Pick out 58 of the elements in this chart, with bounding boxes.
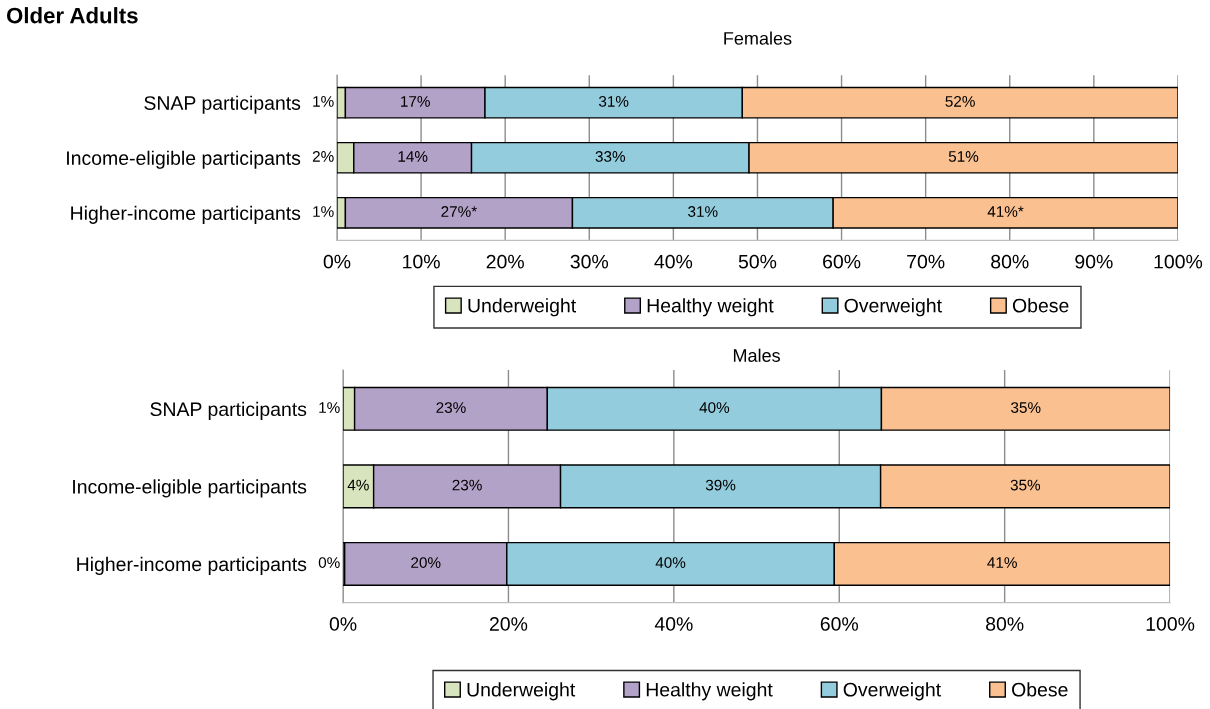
data-label: 52% bbox=[945, 95, 975, 107]
data-label: 17% bbox=[401, 96, 430, 107]
data-label: 40% bbox=[655, 557, 686, 568]
x-tick-label: 90% bbox=[1075, 254, 1113, 269]
x-tick-label: 20% bbox=[489, 617, 528, 631]
data-label: 23% bbox=[436, 402, 466, 413]
legend-label: Obese bbox=[1012, 298, 1069, 313]
y-tick-label: Income-eligible participants bbox=[67, 150, 301, 169]
x-tick-label: 60% bbox=[823, 254, 861, 269]
legend-label: Healthy weight bbox=[647, 298, 774, 317]
x-tick-label: 60% bbox=[820, 617, 859, 631]
x-tick-label: 20% bbox=[486, 254, 524, 269]
legend-label: Healthy weight bbox=[646, 682, 773, 701]
legend-label: Overweight bbox=[843, 682, 941, 701]
y-tick-label: Higher-income participants bbox=[71, 205, 301, 224]
data-label: 39% bbox=[705, 479, 736, 491]
legend-label: Obese bbox=[1012, 682, 1068, 697]
chart-title: Males bbox=[733, 348, 780, 362]
y-tick-label: SNAP participants bbox=[144, 95, 301, 114]
data-label: 20% bbox=[411, 557, 441, 568]
data-label: 27%* bbox=[441, 206, 477, 217]
chart-title: Females bbox=[724, 31, 792, 45]
y-tick-label: Higher-income participants bbox=[77, 556, 307, 575]
x-tick-label: 30% bbox=[570, 254, 609, 269]
data-label: 51% bbox=[948, 151, 979, 162]
data-label: 23% bbox=[452, 479, 482, 491]
data-label: 2% bbox=[312, 151, 334, 162]
data-label: 1% bbox=[319, 402, 340, 413]
data-label: 35% bbox=[1010, 479, 1041, 491]
x-tick-label: 0% bbox=[329, 617, 357, 631]
x-tick-label: 50% bbox=[738, 254, 777, 269]
data-label: 41% bbox=[987, 557, 1017, 568]
x-tick-label: 80% bbox=[986, 617, 1024, 631]
x-tick-label: 80% bbox=[991, 254, 1029, 269]
x-tick-label: 100% bbox=[1154, 254, 1203, 269]
data-label: 33% bbox=[595, 151, 626, 162]
x-tick-label: 40% bbox=[654, 617, 693, 631]
legend-label: Overweight bbox=[844, 298, 942, 317]
x-tick-label: 0% bbox=[323, 254, 351, 269]
legend-label: Underweight bbox=[467, 682, 576, 701]
x-tick-label: 100% bbox=[1146, 617, 1195, 631]
data-label: 31% bbox=[688, 206, 718, 217]
data-label: 0% bbox=[318, 557, 340, 568]
data-label: 1% bbox=[313, 96, 334, 107]
data-label: 1% bbox=[313, 206, 334, 217]
data-label: 40% bbox=[699, 402, 730, 413]
data-label: 4% bbox=[347, 479, 369, 491]
y-tick-label: SNAP participants bbox=[150, 401, 307, 420]
y-tick-label: Income-eligible participants bbox=[73, 479, 307, 498]
x-tick-label: 70% bbox=[907, 254, 945, 269]
data-label: 41%* bbox=[987, 206, 1024, 217]
x-tick-label: 40% bbox=[654, 254, 693, 269]
legend-label: Underweight bbox=[468, 298, 577, 317]
x-tick-label: 10% bbox=[403, 254, 440, 269]
data-label: 14% bbox=[398, 151, 428, 162]
text: Older Adults bbox=[6, 7, 138, 24]
data-label: 31% bbox=[598, 95, 629, 107]
data-label: 35% bbox=[1011, 402, 1041, 413]
